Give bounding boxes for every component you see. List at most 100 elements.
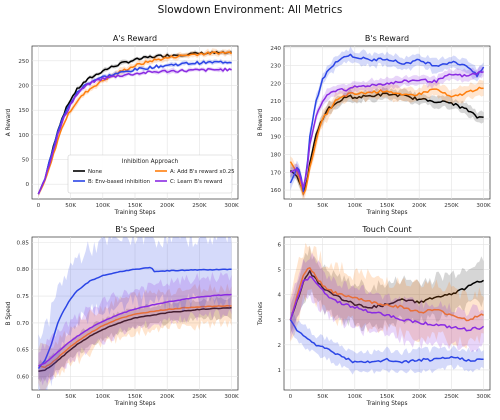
x-tick-label: 150K	[380, 394, 395, 400]
panel-title: B's Reward	[365, 34, 409, 43]
x-tick-label: 150K	[128, 203, 143, 209]
legend: Inhibition Approach None A: Add B's rewar…	[67, 154, 235, 194]
x-tick-label: 300K	[224, 394, 239, 400]
x-tick-label: 50K	[65, 394, 76, 400]
y-axis-label: B Speed	[6, 301, 12, 325]
y-tick-label: 180	[270, 153, 281, 159]
y-tick-label: 0.60	[17, 375, 30, 381]
legend-item-none: None	[73, 169, 103, 175]
x-tick-label: 100K	[348, 203, 363, 209]
x-tick-label: 200K	[160, 394, 175, 400]
y-tick-label: 3	[277, 318, 281, 324]
x-tick-label: 100K	[96, 394, 111, 400]
y-tick-label: 150	[18, 108, 29, 114]
panel-title: Touch Count	[361, 225, 411, 234]
y-tick-label: 170	[270, 170, 281, 176]
y-tick-label: 230	[270, 64, 281, 70]
y-tick-label: 0.75	[17, 294, 30, 300]
series-c-learn-b-s-reward	[289, 252, 485, 352]
series-b-env-based-inhibition	[289, 312, 484, 375]
series-line	[289, 86, 484, 196]
series-a-add-b-s-reward-x0-25	[38, 283, 232, 390]
series-b-env-based-inhibition	[289, 46, 485, 199]
x-axis-label: Training Steps	[366, 210, 408, 216]
y-tick-label: 50	[22, 158, 30, 164]
legend-label: None	[88, 169, 103, 175]
series-line	[289, 319, 484, 364]
series-band	[290, 46, 484, 199]
x-axis-label: Training Steps	[366, 401, 408, 407]
legend-item-c-learn-b-s-reward: C: Learn B's reward	[155, 179, 222, 185]
series-line	[38, 304, 232, 369]
series-line	[38, 306, 232, 372]
legend-label: A: Add B's reward x0.25	[170, 169, 235, 175]
x-tick-label: 0	[289, 394, 293, 400]
x-axis-label: Training Steps	[114, 210, 156, 216]
series-band	[290, 79, 484, 199]
y-tick-label: 240	[270, 46, 281, 52]
x-tick-label: 0	[289, 203, 293, 209]
y-tick-label: 4	[277, 293, 281, 299]
y-tick-label: 0.65	[17, 348, 30, 354]
y-tick-label: 190	[270, 135, 281, 141]
legend-item-b-env-based-inhibition: B: Env-based inhibition	[73, 179, 150, 185]
panel-title: A's Reward	[113, 34, 157, 43]
series-c-learn-b-s-reward	[38, 271, 232, 386]
x-tick-label: 250K	[192, 394, 207, 400]
y-tick-label: 1	[277, 368, 281, 374]
y-tick-label: 100	[18, 133, 29, 139]
legend-label: C: Learn B's reward	[170, 179, 222, 185]
series-line	[38, 293, 232, 367]
figure-title: Slowdown Environment: All Metrics	[158, 4, 343, 16]
series-line	[290, 70, 484, 189]
series-band	[38, 295, 232, 383]
y-axis-label: A Reward	[6, 108, 12, 136]
x-tick-label: 0	[37, 394, 41, 400]
series-b-env-based-inhibition	[37, 237, 232, 390]
y-tick-label: 200	[270, 117, 281, 123]
legend-entries: None A: Add B's reward x0.25 B: Env-based …	[73, 169, 235, 185]
x-tick-label: 200K	[412, 203, 427, 209]
x-tick-label: 50K	[317, 394, 328, 400]
x-tick-label: 150K	[380, 203, 395, 209]
x-tick-label: 250K	[444, 203, 459, 209]
series-c-learn-b-s-reward	[290, 66, 484, 193]
y-tick-label: 0.70	[17, 321, 30, 327]
y-tick-label: 210	[270, 99, 281, 105]
y-axis-label: B Reward	[258, 108, 264, 136]
series-line	[289, 275, 485, 332]
y-tick-label: 250	[18, 59, 29, 65]
panel-touch-count: 0 50K 100K 150K 200K 250K 300K 1 2 3 4 5 6 Touch Coun…	[258, 225, 491, 407]
x-tick-label: 250K	[444, 394, 459, 400]
x-tick-label: 300K	[224, 203, 239, 209]
panel-b-s-speed: 0 50K 100K 150K 200K 250K 300K 0.60 0.65 0.70 0.75…	[6, 225, 239, 407]
x-tick-label: 250K	[192, 203, 207, 209]
x-axis-label: Training Steps	[114, 401, 156, 407]
y-axis-label: Touches	[258, 302, 264, 326]
series-line	[37, 266, 232, 369]
x-tick-label: 300K	[476, 394, 491, 400]
series-band	[290, 245, 484, 334]
y-tick-label: 220	[270, 81, 281, 87]
legend-item-a-add-b-s-reward-x0-25: A: Add B's reward x0.25	[155, 169, 235, 175]
panel-b-s-reward: 0 50K 100K 150K 200K 250K 300K 160 170 180 190 200 2…	[258, 34, 491, 216]
y-tick-label: 5	[277, 268, 281, 274]
series-c-learn-b-s-reward	[37, 66, 232, 196]
series-line	[37, 51, 233, 195]
y-tick-label: 0	[25, 182, 29, 188]
series-line	[289, 53, 485, 192]
y-tick-label: 200	[18, 83, 29, 89]
y-tick-label: 0.85	[17, 240, 30, 246]
series-band	[38, 237, 232, 390]
series-a-add-b-s-reward-x0-25	[37, 48, 233, 198]
y-tick-label: 6	[277, 243, 281, 249]
x-tick-label: 150K	[128, 394, 143, 400]
x-tick-label: 50K	[65, 203, 76, 209]
panel-title: B's Speed	[115, 225, 154, 234]
x-tick-label: 100K	[348, 394, 363, 400]
series-line	[289, 267, 484, 322]
x-tick-label: 100K	[96, 203, 111, 209]
series-line	[37, 67, 232, 195]
x-tick-label: 50K	[317, 203, 328, 209]
